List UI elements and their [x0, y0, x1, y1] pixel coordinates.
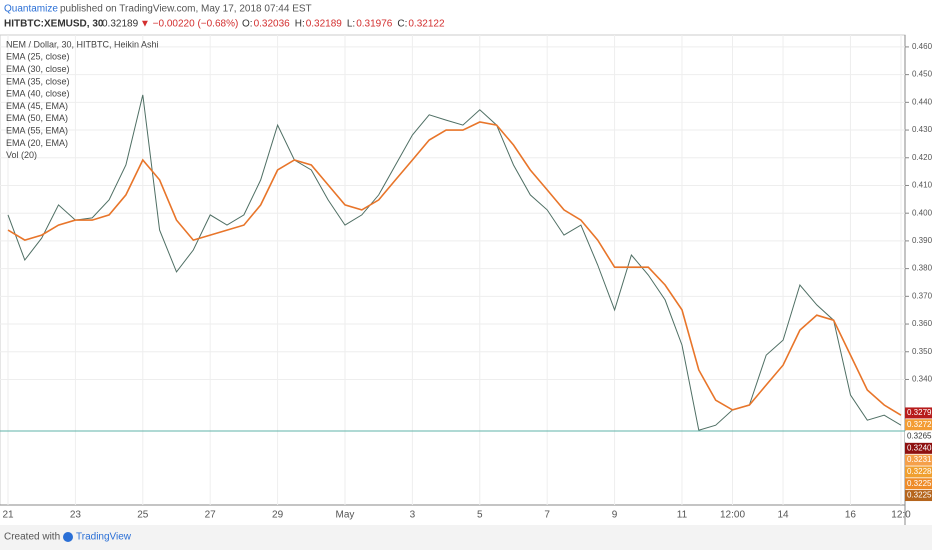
x-tick-label: 9 [612, 510, 618, 521]
price-tag-box [905, 431, 932, 443]
y-tick-label: 0.46000 [912, 42, 932, 51]
ohlc-value: 0.32036 [254, 19, 291, 30]
x-tick-label: 12:00 [720, 510, 745, 521]
price-tag-label: 0.32792 [907, 408, 932, 417]
price-tag-box [905, 454, 932, 466]
price-tag-label: 0.32259 [907, 479, 932, 488]
price-tag-label: 0.32653 [907, 432, 932, 441]
y-tick-label: 0.36000 [912, 319, 932, 328]
ohlc-key: H: [295, 19, 305, 30]
x-tick-label: 14 [777, 510, 789, 521]
series-line [7, 94, 902, 431]
last: 0.32189 [102, 19, 139, 30]
x-tick-label: 12:0 [891, 510, 911, 521]
created: Created with [4, 532, 60, 543]
x-tick-label: 3 [410, 510, 416, 521]
y-tick-label: 0.37000 [912, 291, 932, 300]
x-tick-label: 16 [845, 510, 857, 521]
y-tick-label: 0.35000 [912, 347, 932, 356]
price-tag: 0.32792 [905, 407, 932, 419]
legend-entry: NEM / Dollar, 30, HITBTC, Heikin Ashi [6, 39, 159, 49]
x-tick-label: 25 [137, 510, 149, 521]
x-tick-label: 23 [70, 510, 82, 521]
x-tick-label: 21 [2, 510, 14, 521]
price-tag-label: 0.32258 [907, 491, 932, 500]
symbol: HITBTC:XEMUSD, 30 [4, 19, 104, 30]
price-tag: 0.32722 [905, 419, 932, 431]
y-tick-label: 0.44000 [912, 97, 932, 106]
y-tick-label: 0.43000 [912, 125, 932, 134]
legend-entry: EMA (45, EMA) [6, 101, 68, 111]
y-tick-label: 0.34000 [912, 375, 932, 384]
ohlc-key: C: [397, 19, 407, 30]
series-line [7, 121, 902, 416]
published: published on TradingView.com, May 17, 20… [60, 4, 312, 15]
y-tick-label: 0.45000 [912, 70, 932, 79]
price-tag: 0.32408 [905, 442, 932, 454]
x-tick-label: 7 [544, 510, 550, 521]
footer-bar [0, 525, 932, 550]
author[interactable]: Quantamize [4, 4, 58, 15]
brand[interactable]: TradingView [76, 532, 132, 543]
x-tick-label: 11 [677, 510, 688, 521]
ohlc-key: O: [242, 19, 253, 30]
price-tag: 0.32259 [905, 478, 932, 490]
x-tick-label: 29 [272, 510, 284, 521]
y-tick-label: 0.41000 [912, 181, 932, 190]
legend-entry: EMA (40, close) [6, 89, 70, 99]
price-tag-box [905, 442, 932, 454]
change: ▼ −0.00220 (−0.68%) [140, 19, 238, 30]
price-tag-box [905, 419, 932, 431]
legend-entry: Vol (20) [6, 150, 37, 160]
price-tag: 0.32284 [905, 466, 932, 478]
price-tag-label: 0.32315 [907, 455, 932, 464]
legend-entry: EMA (50, EMA) [6, 113, 68, 123]
price-tag: 0.32315 [905, 454, 932, 466]
price-tag-label: 0.32408 [907, 443, 932, 452]
x-tick-label: 27 [205, 510, 217, 521]
y-tick-label: 0.42000 [912, 153, 932, 162]
y-tick-label: 0.38000 [912, 264, 932, 273]
price-tag-label: 0.32284 [907, 467, 932, 476]
price-tag-box [905, 407, 932, 419]
price-tag: 0.32653 [905, 431, 932, 443]
legend-entry: EMA (30, close) [6, 64, 70, 74]
y-tick-label: 0.39000 [912, 236, 932, 245]
price-tag-box [905, 478, 932, 490]
legend-entry: EMA (55, EMA) [6, 125, 68, 135]
y-tick-label: 0.40000 [912, 208, 932, 217]
logo [63, 532, 73, 542]
legend-entry: EMA (25, close) [6, 52, 70, 62]
ohlc-value: 0.31976 [356, 19, 393, 30]
ohlc-value: 0.32122 [408, 19, 445, 30]
legend-entry: EMA (20, EMA) [6, 138, 68, 148]
price-tag-box [905, 490, 932, 502]
ohlc-value: 0.32189 [306, 19, 343, 30]
x-tick-label: 5 [477, 510, 483, 521]
x-tick-label: May [336, 510, 355, 521]
legend-entry: EMA (35, close) [6, 76, 70, 86]
price-tag-box [905, 466, 932, 478]
price-tag: 0.32258 [905, 490, 932, 502]
ohlc-key: L: [347, 19, 355, 30]
price-tag-label: 0.32722 [907, 420, 932, 429]
